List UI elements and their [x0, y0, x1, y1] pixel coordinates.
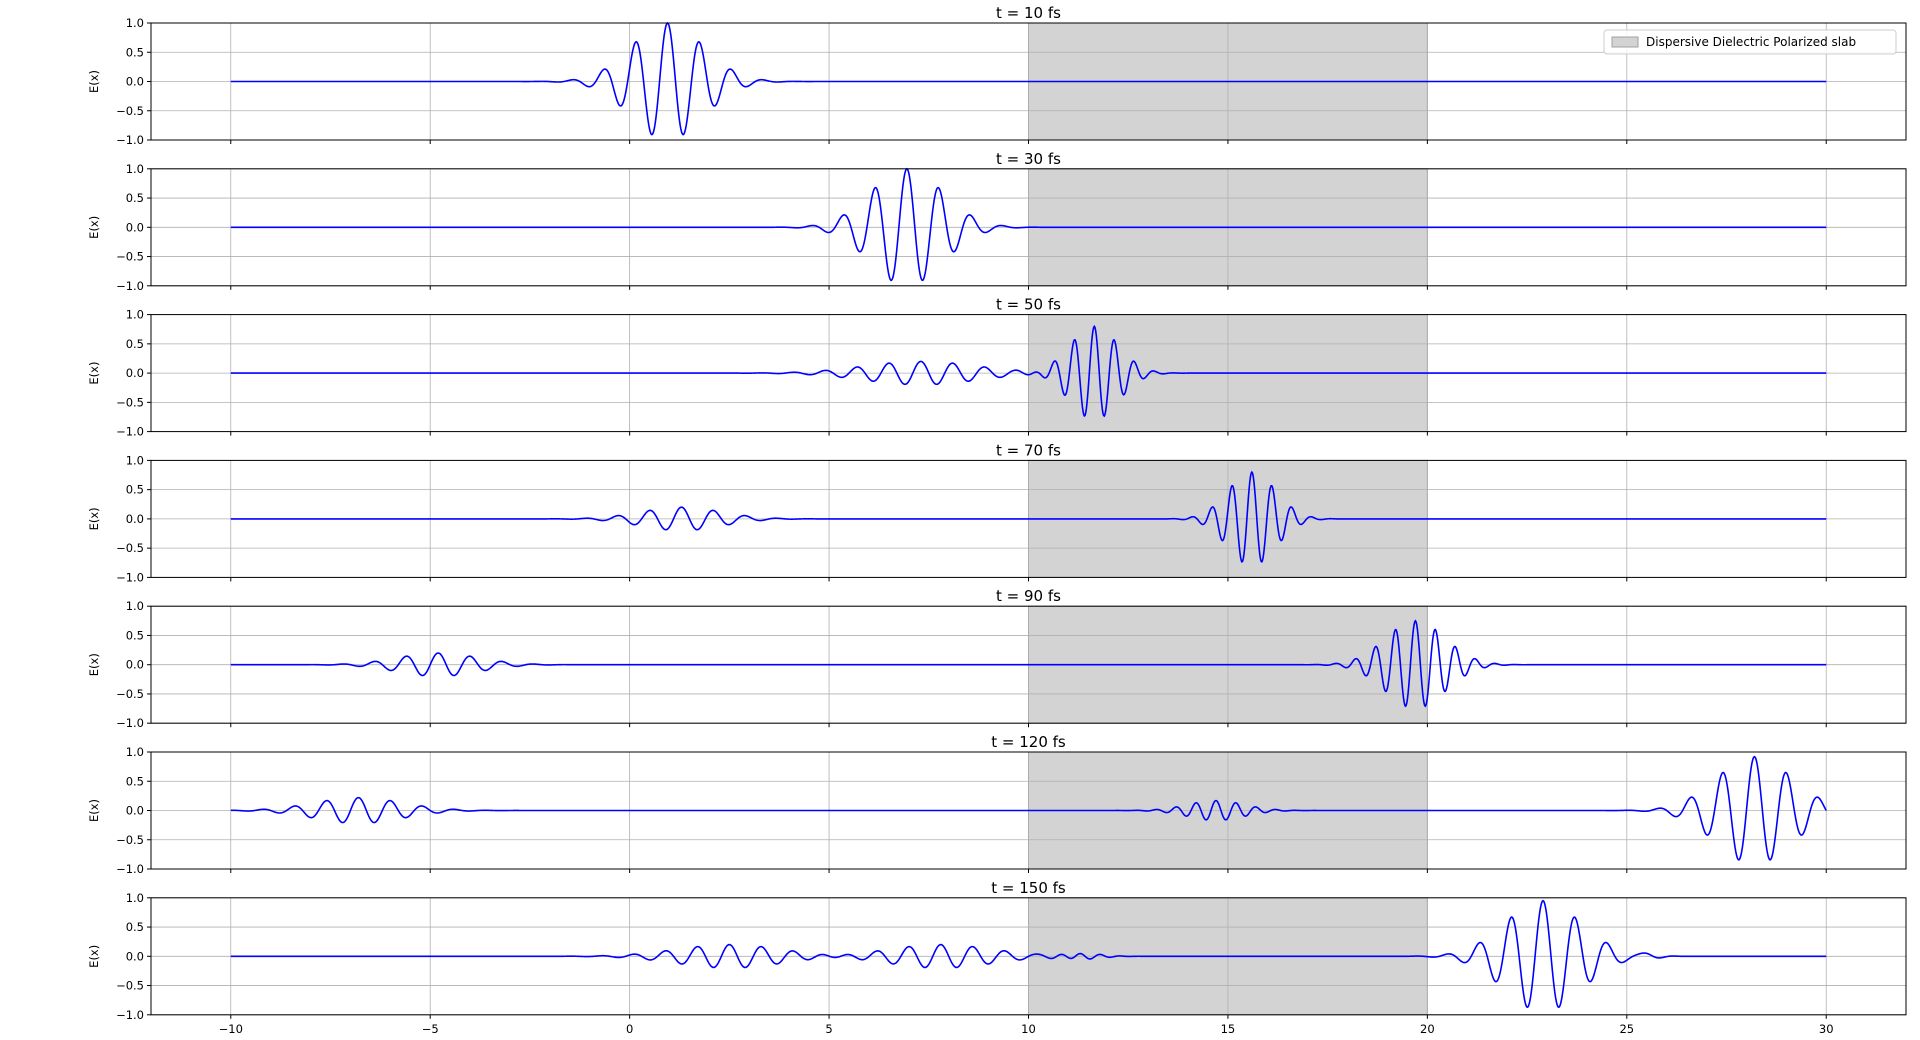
series-line — [230, 167, 1827, 282]
y-tick-label: −1.0 — [116, 570, 144, 584]
series-line — [230, 619, 1827, 708]
panel-title: t = 70 fs — [996, 441, 1061, 459]
x-tick-label: 10 — [1021, 1022, 1036, 1036]
y-tick-label: 0.0 — [126, 949, 144, 963]
y-tick-label: −1.0 — [116, 1008, 144, 1022]
panel-3: 1.0 0.5 0.0 −0.5 −1.0 E(x) t = 50 fs — [87, 296, 1907, 439]
series-line — [230, 899, 1827, 1009]
y-tick-label: 0.0 — [126, 75, 144, 89]
legend-box — [1603, 29, 1897, 55]
y-tick-label: −0.5 — [116, 250, 144, 264]
panel-title: t = 10 fs — [996, 4, 1061, 22]
panel-2: 1.0 0.5 0.0 −0.5 −1.0 E(x) t = 30 fs — [87, 150, 1907, 293]
x-tick-label: 30 — [1819, 1022, 1834, 1036]
y-tick-label: −0.5 — [116, 541, 144, 555]
x-tick-label: −5 — [422, 1022, 439, 1036]
y-axis-label: E(x) — [87, 799, 101, 822]
y-tick-label: 1.0 — [126, 891, 144, 905]
y-tick-label: 0.5 — [126, 628, 144, 642]
y-tick-label: 1.0 — [126, 16, 144, 30]
panel-1: 1.0 0.5 0.0 −0.5 −1.0 E(x) t = 10 fs Dispersive… — [87, 4, 1907, 147]
y-axis-label: E(x) — [87, 362, 101, 385]
y-axis-label: E(x) — [87, 216, 101, 239]
y-tick-label: −0.5 — [116, 104, 144, 118]
x-tick-label: 0 — [626, 1022, 633, 1036]
y-tick-label: 0.0 — [126, 804, 144, 818]
y-tick-label: 1.0 — [126, 745, 144, 759]
panel-title: t = 50 fs — [996, 296, 1061, 314]
y-tick-label: 0.5 — [126, 191, 144, 205]
y-axis-label: E(x) — [87, 507, 101, 530]
y-tick-label: −1.0 — [116, 133, 144, 147]
legend-swatch — [1611, 36, 1639, 48]
y-tick-label: 0.0 — [126, 658, 144, 672]
y-tick-label: −0.5 — [116, 687, 144, 701]
panel-title: t = 30 fs — [996, 150, 1061, 168]
x-tick-label: 25 — [1619, 1022, 1634, 1036]
y-tick-label: 0.5 — [126, 337, 144, 351]
panel-title: t = 120 fs — [991, 733, 1066, 751]
y-tick-label: −1.0 — [116, 425, 144, 439]
panel-title: t = 90 fs — [996, 587, 1061, 605]
legend-label: Dispersive Dielectric Polarized slab — [1646, 35, 1856, 49]
y-tick-label: 0.0 — [126, 366, 144, 380]
series-line — [230, 21, 1827, 136]
y-tick-label: 0.0 — [126, 220, 144, 234]
legend: Dispersive Dielectric Polarized slab — [1603, 29, 1897, 55]
x-tick-label: 15 — [1221, 1022, 1236, 1036]
y-tick-label: −0.5 — [116, 833, 144, 847]
panel-4: 1.0 0.5 0.0 −0.5 −1.0 E(x) t = 70 fs — [87, 441, 1907, 584]
x-tick-label: 5 — [825, 1022, 832, 1036]
panel-title: t = 150 fs — [991, 879, 1066, 897]
panel-5: 1.0 0.5 0.0 −0.5 −1.0 E(x) t = 90 fs — [87, 587, 1907, 730]
y-tick-label: 0.0 — [126, 512, 144, 526]
x-tick-label: 20 — [1420, 1022, 1435, 1036]
x-tick-label: −10 — [219, 1022, 243, 1036]
y-tick-label: 1.0 — [126, 162, 144, 176]
y-tick-label: 0.5 — [126, 45, 144, 59]
series-line — [230, 324, 1827, 418]
y-tick-label: 0.5 — [126, 483, 144, 497]
y-axis-label: E(x) — [87, 70, 101, 93]
y-tick-label: −0.5 — [116, 395, 144, 409]
panel-6: 1.0 0.5 0.0 −0.5 −1.0 E(x) t = 120 fs — [87, 733, 1907, 876]
y-axis-label: E(x) — [87, 653, 101, 676]
y-tick-label: 0.5 — [126, 920, 144, 934]
y-tick-label: 1.0 — [126, 599, 144, 613]
y-tick-label: −0.5 — [116, 979, 144, 993]
y-tick-label: −1.0 — [116, 862, 144, 876]
panel-7: 1.0 0.5 0.0 −0.5 −1.0 E(x) t = 150 fs −10 −5 0 5 10… — [87, 879, 1907, 1040]
y-tick-label: −1.0 — [116, 279, 144, 293]
y-tick-label: −1.0 — [116, 716, 144, 730]
y-tick-label: 1.0 — [126, 453, 144, 467]
series-line — [230, 470, 1827, 564]
y-axis-label: E(x) — [87, 945, 101, 968]
series-line — [230, 755, 1827, 861]
y-tick-label: 0.5 — [126, 774, 144, 788]
y-tick-label: 1.0 — [126, 308, 144, 322]
